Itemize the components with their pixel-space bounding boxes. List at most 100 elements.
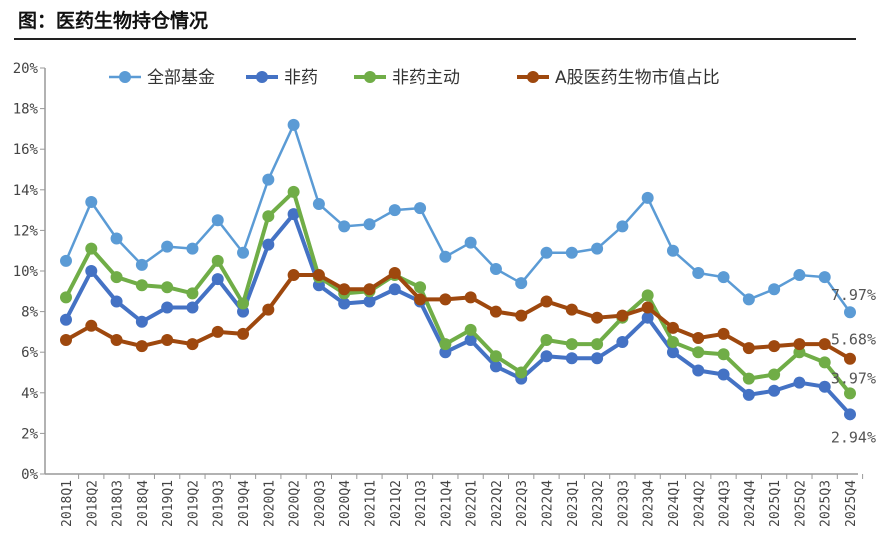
data-point: [692, 267, 705, 280]
data-point: [363, 283, 376, 296]
data-point: [616, 309, 629, 322]
data-point: [742, 342, 755, 355]
y-tick-label: 18%: [13, 102, 39, 118]
x-tick-label: 2023Q1: [566, 480, 581, 527]
data-point: [692, 346, 705, 359]
data-point: [262, 238, 275, 251]
x-tick-label: 2018Q3: [111, 480, 126, 527]
data-point: [489, 262, 502, 275]
legend-label: 全部基金: [147, 68, 215, 88]
data-point: [211, 325, 224, 338]
data-point: [717, 368, 730, 381]
x-tick-label: 2020Q4: [338, 480, 353, 527]
data-point: [666, 346, 679, 359]
end-data-label: 2.94%: [831, 428, 876, 446]
y-tick-label: 10%: [13, 264, 39, 280]
data-point: [489, 305, 502, 318]
data-point: [110, 271, 123, 284]
x-tick-label: 2025Q4: [844, 480, 859, 527]
data-point: [414, 202, 427, 215]
data-point: [60, 334, 72, 347]
title-rule: [14, 38, 856, 40]
data-point: [85, 195, 98, 208]
legend-label: A股医药生物市值占比: [555, 68, 720, 88]
x-tick-label: 2022Q3: [515, 480, 530, 527]
data-point: [742, 372, 755, 385]
data-point: [464, 291, 477, 304]
data-point: [641, 191, 654, 204]
data-point: [135, 315, 148, 328]
data-point: [186, 287, 199, 300]
data-point: [211, 254, 224, 267]
x-tick-label: 2018Q2: [85, 480, 100, 527]
data-point: [793, 269, 806, 282]
data-point: [641, 289, 654, 302]
data-point: [540, 334, 553, 347]
data-point: [641, 301, 654, 314]
data-point: [110, 295, 123, 308]
y-tick-label: 20%: [13, 61, 39, 77]
y-tick-label: 12%: [13, 223, 39, 239]
end-data-label: 5.68%: [831, 331, 876, 349]
data-point: [591, 352, 604, 365]
x-tick-label: 2019Q1: [161, 480, 176, 527]
data-point: [818, 338, 831, 351]
data-point: [692, 331, 705, 344]
data-point: [540, 295, 553, 308]
data-point: [464, 323, 477, 336]
data-point: [262, 210, 275, 223]
data-point: [186, 301, 199, 314]
series-line: [64, 189, 852, 395]
data-point: [135, 340, 148, 353]
data-point: [414, 281, 427, 294]
data-point: [742, 388, 755, 401]
data-point: [60, 291, 72, 304]
data-point: [161, 240, 174, 253]
data-point: [85, 242, 98, 255]
x-tick-label: 2022Q4: [541, 480, 556, 527]
data-point: [489, 360, 502, 373]
data-point: [439, 338, 452, 351]
data-point: [85, 319, 98, 332]
x-tick-label: 2018Q4: [136, 480, 151, 527]
data-point: [818, 380, 831, 393]
series-line: [64, 212, 852, 416]
data-point: [844, 408, 856, 421]
x-tick-label: 2025Q2: [793, 480, 808, 527]
data-point: [338, 297, 351, 310]
data-point: [211, 273, 224, 286]
data-point: [591, 338, 604, 351]
data-point: [489, 350, 502, 363]
y-tick-label: 14%: [13, 183, 39, 199]
data-point: [540, 246, 553, 259]
data-point: [363, 218, 376, 231]
x-tick-label: 2023Q4: [642, 480, 657, 527]
data-point: [464, 334, 477, 347]
data-point: [616, 336, 629, 349]
data-point: [616, 220, 629, 233]
data-point: [237, 327, 250, 340]
data-point: [768, 384, 781, 397]
data-point: [591, 311, 604, 324]
data-point: [768, 283, 781, 296]
data-point: [338, 220, 351, 233]
legend-label: 非药主动: [392, 68, 460, 88]
x-tick-label: 2019Q3: [212, 480, 227, 527]
data-point: [844, 306, 856, 319]
x-tick-label: 2018Q1: [60, 480, 75, 527]
x-tick-label: 2021Q3: [414, 480, 429, 527]
legend-marker: [364, 71, 376, 83]
data-point: [742, 293, 755, 306]
data-point: [110, 232, 123, 245]
data-point: [338, 283, 351, 296]
x-tick-label: 2021Q2: [389, 480, 404, 527]
x-tick-label: 2023Q3: [616, 480, 631, 527]
data-point: [110, 334, 123, 347]
data-point: [60, 313, 72, 326]
data-point: [565, 338, 578, 351]
data-point: [388, 204, 401, 217]
data-point: [717, 348, 730, 361]
x-tick-label: 2019Q2: [186, 480, 201, 527]
data-point: [161, 334, 174, 347]
data-point: [439, 250, 452, 263]
